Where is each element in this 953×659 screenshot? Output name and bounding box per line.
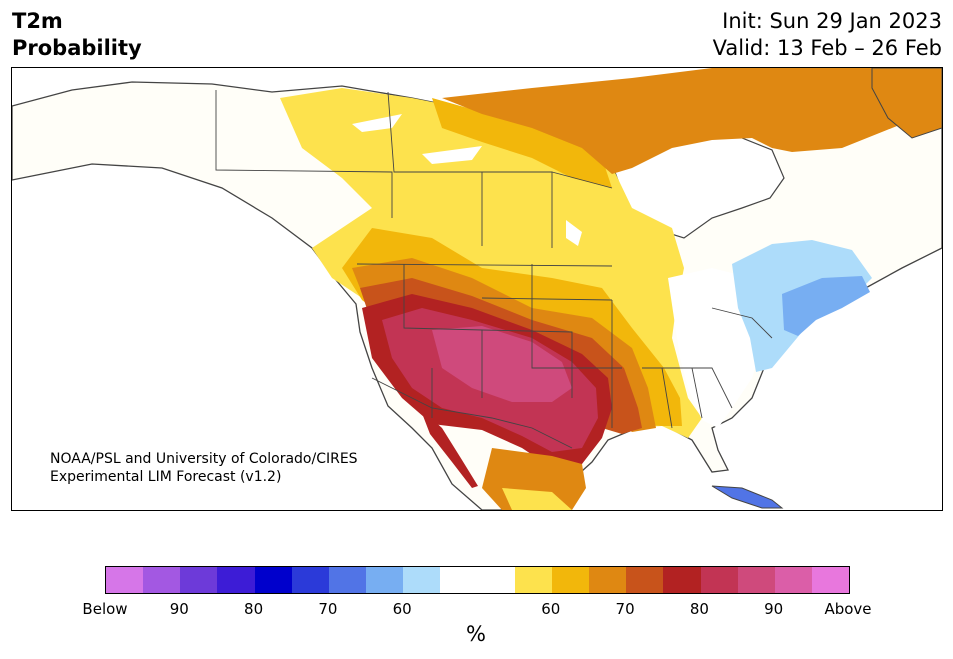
region-midblue <box>782 276 870 336</box>
colorbar-segment <box>106 567 144 593</box>
colorbar-tick-label: 60 <box>392 600 412 618</box>
snow-patch <box>352 114 582 246</box>
title-line-type: Probability <box>12 36 142 60</box>
colorbar <box>105 566 850 594</box>
region-orange-north <box>442 68 942 174</box>
colorbar-tick-label: 90 <box>169 600 189 618</box>
colorbar-tick-label: Below <box>82 600 128 618</box>
colorbar-segment <box>217 567 255 593</box>
colorbar-tick-label: Above <box>824 600 872 618</box>
colorbar-segment <box>366 567 404 593</box>
greenland <box>871 68 942 139</box>
colorbar-segment <box>477 567 515 593</box>
valid-range: Valid: 13 Feb – 26 Feb <box>712 36 942 60</box>
colorbar-segment <box>700 567 738 593</box>
colorbar-segment <box>626 567 664 593</box>
colorbar-segment <box>254 567 292 593</box>
colorbar-segment <box>737 567 775 593</box>
map-svg <box>12 68 942 510</box>
colorbar-segment <box>589 567 627 593</box>
region-baja <box>420 408 478 488</box>
colorbar-segment <box>440 567 478 593</box>
colorbar-segment <box>663 567 701 593</box>
credit-line-2: Experimental LIM Forecast (v1.2) <box>50 469 282 485</box>
colorbar-segment <box>291 567 329 593</box>
colorbar-segment <box>514 567 552 593</box>
colorbar-segment <box>551 567 590 593</box>
init-date: Init: Sun 29 Jan 2023 <box>722 9 942 33</box>
credit-text: NOAA/PSL and University of Colorado/CIRE… <box>50 450 358 486</box>
colorbar-segment <box>328 567 367 593</box>
forecast-dates: Init: Sun 29 Jan 2023 Valid: 13 Feb – 26… <box>713 8 942 62</box>
colorbar-segment <box>403 567 441 593</box>
political-boundaries <box>215 90 773 449</box>
colorbar-tick-label: 60 <box>541 600 561 618</box>
colorbar-segment <box>143 567 181 593</box>
colorbar-segment <box>811 567 850 593</box>
colorbar-tick-label: 90 <box>764 600 784 618</box>
cuba <box>711 485 784 509</box>
credit-line-1: NOAA/PSL and University of Colorado/CIRE… <box>50 451 358 467</box>
colorbar-tick-label: 80 <box>244 600 264 618</box>
title-line-variable: T2m <box>12 9 63 33</box>
colorbar-unit: % <box>466 622 486 646</box>
probability-map: NOAA/PSL and University of Colorado/CIRE… <box>11 67 943 511</box>
map-title: T2m Probability <box>12 8 142 62</box>
region-pink <box>432 326 572 402</box>
colorbar-segment <box>774 567 812 593</box>
colorbar-segment <box>180 567 218 593</box>
colorbar-tick-label: 80 <box>689 600 709 618</box>
colorbar-tick-label: 70 <box>615 600 635 618</box>
colorbar-tick-label: 70 <box>318 600 338 618</box>
region-mexico-yellow <box>502 488 572 510</box>
